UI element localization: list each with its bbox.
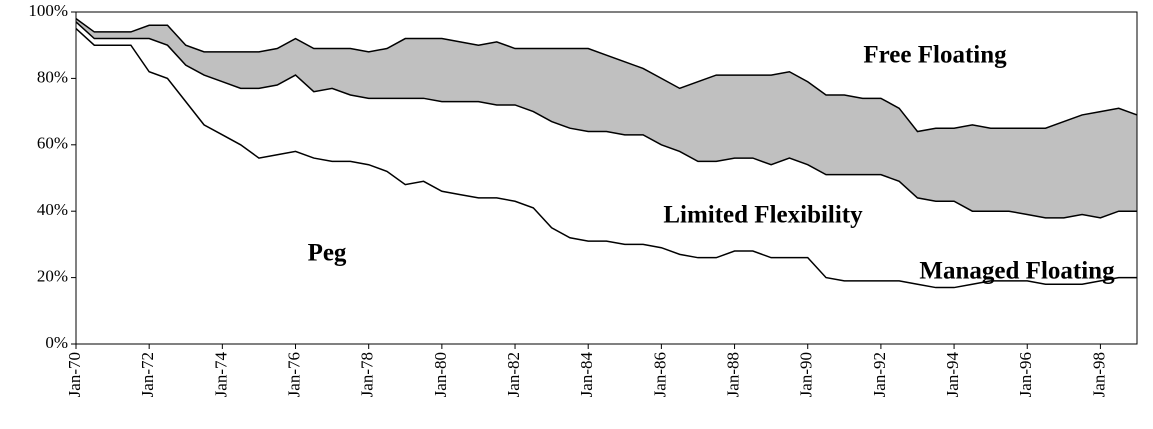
x-tick-label: Jan-82 (504, 352, 523, 397)
y-tick-label: 80% (37, 67, 68, 86)
boundary-line (75, 18, 1138, 133)
series-label: Peg (308, 240, 347, 267)
x-tick-label: Jan-88 (723, 352, 742, 397)
area (76, 28, 1137, 344)
series-label: Free Floating (863, 42, 1007, 69)
x-tick-label: Jan-90 (797, 352, 816, 397)
boundary-line (75, 21, 1137, 219)
boundary-line (75, 28, 1137, 289)
series-label: Managed Floating (919, 258, 1115, 285)
area (76, 18, 1137, 218)
x-tick-label: Jan-98 (1089, 352, 1108, 397)
x-tick-label: Jan-76 (284, 352, 303, 397)
x-tick-label: Jan-92 (870, 352, 889, 397)
x-tick-label: Jan-84 (577, 352, 596, 398)
y-tick-label: 0% (45, 333, 68, 352)
area (76, 21, 1137, 288)
x-tick-label: Jan-96 (1016, 352, 1035, 397)
y-tick-label: 100% (28, 1, 68, 20)
x-tick-label: Jan-94 (943, 352, 962, 398)
x-tick-label: Jan-78 (358, 352, 377, 397)
x-tick-label: Jan-72 (138, 352, 157, 397)
series-label: Limited Flexibility (663, 202, 863, 229)
y-tick-label: 40% (37, 200, 68, 219)
area (76, 12, 1137, 132)
y-tick-label: 60% (37, 134, 68, 153)
x-tick-label: Jan-74 (211, 352, 230, 398)
x-tick-label: Jan-80 (431, 352, 450, 397)
plot-frame (75, 11, 1138, 345)
x-tick-label: Jan-70 (65, 352, 84, 397)
x-tick-label: Jan-86 (650, 352, 669, 397)
y-tick-label: 20% (37, 267, 68, 286)
